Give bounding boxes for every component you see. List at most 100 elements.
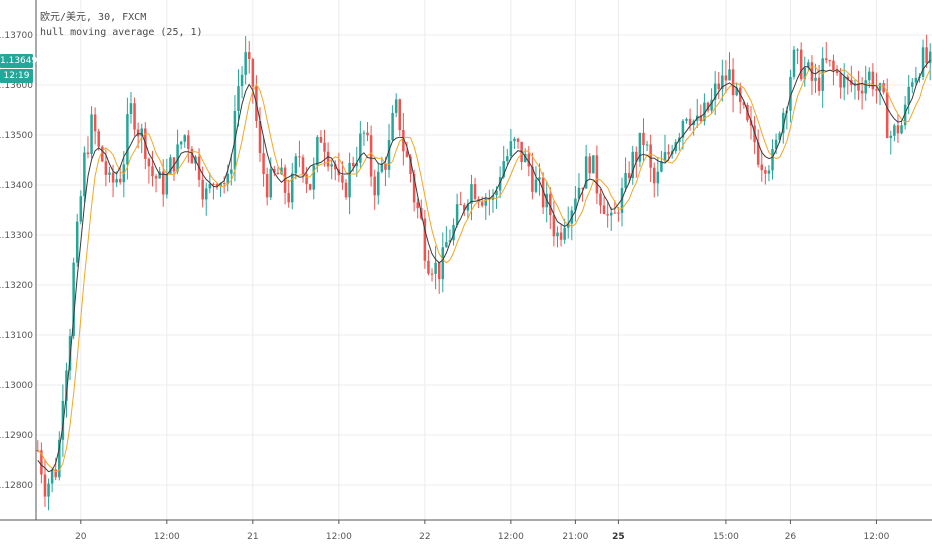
candle-body [749, 120, 753, 126]
candle-body [222, 182, 226, 185]
candle-body [914, 77, 918, 83]
candle-body [627, 173, 631, 179]
candle-body [599, 193, 602, 206]
candle-body [319, 136, 323, 143]
candle-body [108, 172, 111, 175]
x-tick-label: 12:00 [863, 532, 889, 542]
candle-body [140, 128, 143, 137]
candle-body [169, 157, 172, 175]
candle-body [294, 156, 298, 174]
candle-body [577, 187, 581, 199]
candle-body [287, 192, 290, 203]
candle-body [308, 184, 312, 190]
candle-body [531, 166, 534, 192]
candle-body [65, 370, 68, 401]
x-tick-label: 21:00 [562, 532, 588, 542]
y-tick-label: 1.12800 [0, 481, 33, 491]
x-tick-label: 25 [612, 532, 625, 542]
candle-body [398, 99, 402, 131]
candle-body [613, 212, 617, 214]
candle-body [860, 90, 864, 94]
candle-body [183, 135, 186, 142]
candle-body [423, 218, 427, 261]
x-tick-label: 12:00 [498, 532, 524, 542]
candle-body [767, 170, 771, 174]
candle-body [79, 196, 83, 222]
candle-body [660, 161, 663, 172]
candle-body [344, 182, 348, 198]
candle-body [118, 178, 122, 183]
candle-body [58, 439, 61, 478]
candle-body [807, 62, 810, 68]
candle-body [244, 52, 247, 75]
candle-body [853, 83, 857, 85]
candle-body [817, 77, 821, 91]
candle-body [792, 49, 796, 77]
candle-body [126, 113, 129, 165]
candle-body [523, 153, 527, 163]
candle-body [312, 165, 316, 190]
candle-body [502, 161, 505, 178]
candle-body [778, 133, 781, 140]
candle-body [484, 198, 488, 206]
candle-body [903, 104, 907, 126]
y-tick-label: 1.13000 [0, 381, 33, 391]
x-tick-label: 12:00 [326, 532, 352, 542]
chart-legend: 欧元/美元, 30, FXCM hull moving average (25,… [40, 10, 203, 40]
candle-body [842, 76, 846, 88]
candle-body [215, 184, 219, 187]
candle-body [563, 227, 566, 240]
candle-body [534, 179, 538, 192]
candle-body [86, 152, 90, 155]
candle-body [703, 102, 706, 122]
candle-body [699, 115, 703, 122]
candle-body [416, 202, 419, 209]
countdown-badge: 12:19 [0, 68, 33, 83]
candle-body [351, 162, 355, 167]
candle-body [427, 260, 430, 274]
candle-body [151, 166, 154, 177]
candle-body [721, 75, 724, 89]
candle-body [595, 155, 599, 194]
candle-body [280, 167, 283, 175]
candle-body [713, 83, 717, 100]
candle-body [893, 125, 896, 136]
candle-body [273, 168, 276, 173]
candle-body [803, 67, 807, 80]
candle-body [104, 161, 108, 175]
candle-body [574, 198, 577, 211]
candle-body [559, 232, 563, 240]
candle-body [538, 177, 541, 180]
candle-body [731, 69, 735, 96]
candle-body [642, 132, 645, 146]
candle-body [61, 400, 65, 440]
candle-body [265, 174, 269, 198]
y-tick-label: 1.13600 [0, 81, 33, 91]
indicator-title: hull moving average (25, 1) [40, 27, 203, 38]
candle-body [90, 114, 93, 155]
candle-body [609, 212, 613, 216]
candle-body [298, 156, 301, 158]
candle-body [552, 215, 556, 237]
candle-body [219, 182, 222, 187]
candle-body [445, 242, 448, 248]
candle-body [506, 156, 509, 162]
candle-body [878, 83, 882, 91]
candle-body [394, 99, 398, 113]
candle-body [43, 474, 47, 497]
candle-body [620, 187, 624, 213]
candle-body [742, 102, 746, 105]
candle-body [452, 224, 455, 241]
candle-body [527, 153, 531, 167]
candle-body [875, 89, 878, 91]
candle-body [330, 164, 333, 167]
candle-body [97, 131, 100, 147]
candle-body [269, 168, 273, 198]
candle-body [179, 141, 183, 145]
candle-body [516, 138, 520, 142]
candle-body [764, 170, 767, 174]
y-tick-label: 1.13200 [0, 281, 33, 291]
x-tick-label: 22 [419, 532, 430, 542]
candle-body [771, 148, 774, 171]
